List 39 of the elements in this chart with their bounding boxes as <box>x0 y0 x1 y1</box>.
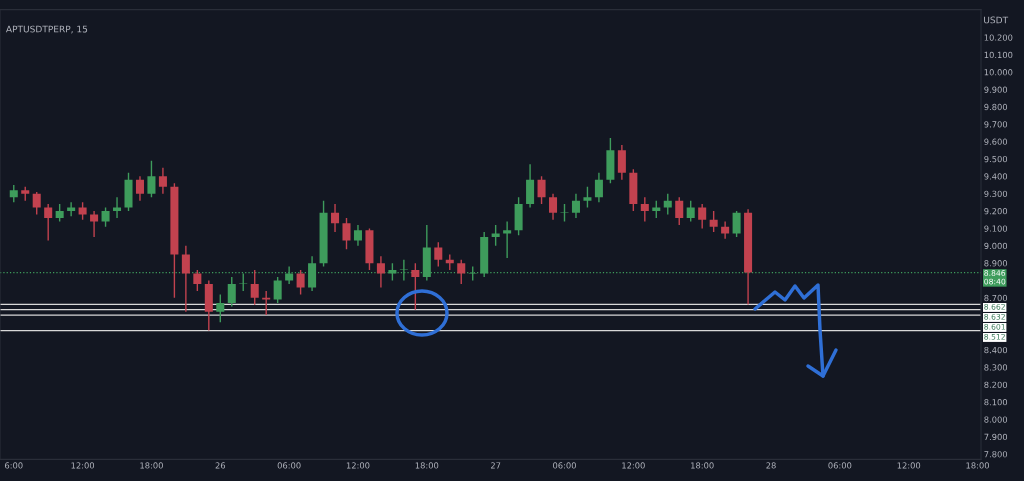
x-tick-label: 18:00 <box>415 462 439 469</box>
y-tick-label: 8.200 <box>984 381 1008 388</box>
y-tick-label: 9.800 <box>984 103 1008 111</box>
x-tick-label: 26 <box>215 462 226 469</box>
x-tick-label: 6:00 <box>4 462 23 469</box>
y-tick-label: 8.000 <box>984 416 1008 423</box>
x-tick-label: 12:00 <box>897 462 921 469</box>
y-tick-label: 7.800 <box>984 451 1008 458</box>
x-tick-label: 06:00 <box>277 462 301 469</box>
x-tick-label: 27 <box>490 462 501 469</box>
text: APTUSDTPERP, 15 <box>5 25 88 34</box>
y-tick-label: 8.100 <box>984 399 1008 406</box>
y-axis-title: USDT <box>984 16 1009 24</box>
y-tick-label: 9.300 <box>984 190 1008 197</box>
y-tick-label: 9.500 <box>984 155 1008 163</box>
y-tick-label: 10.200 <box>984 34 1013 41</box>
y-tick-label: 9.400 <box>984 173 1008 180</box>
y-tick-label: 8.400 <box>984 346 1008 354</box>
y-tick-label: 9.900 <box>984 86 1008 93</box>
y-tick-label: 9.100 <box>984 225 1008 232</box>
x-tick-label: 18:00 <box>691 462 714 469</box>
x-tick-label: 18:00 <box>140 462 163 469</box>
y-tick-label: 10.100 <box>984 51 1013 59</box>
x-tick-label: 06:00 <box>553 462 576 469</box>
y-tick-label: 8.700 <box>984 294 1008 302</box>
x-tick-label: 28 <box>766 462 776 469</box>
x-tick-label: 12:00 <box>622 462 645 469</box>
x-tick-label: 12:00 <box>346 462 370 469</box>
x-tick-label: 18:00 <box>966 462 989 469</box>
y-tick-label: 9.700 <box>984 121 1008 128</box>
y-tick-label: 7.900 <box>984 433 1008 441</box>
y-tick-label: 9.600 <box>984 138 1008 145</box>
x-tick-label: 12:00 <box>71 462 95 469</box>
x-tick-label: 06:00 <box>828 462 852 469</box>
y-tick-label: 9.200 <box>984 208 1008 215</box>
y-tick-label: 8.300 <box>984 364 1008 371</box>
y-tick-label: 10.000 <box>984 69 1013 76</box>
y-tick-label: 9.000 <box>984 242 1008 250</box>
y-tick-label: 8.900 <box>984 260 1008 267</box>
